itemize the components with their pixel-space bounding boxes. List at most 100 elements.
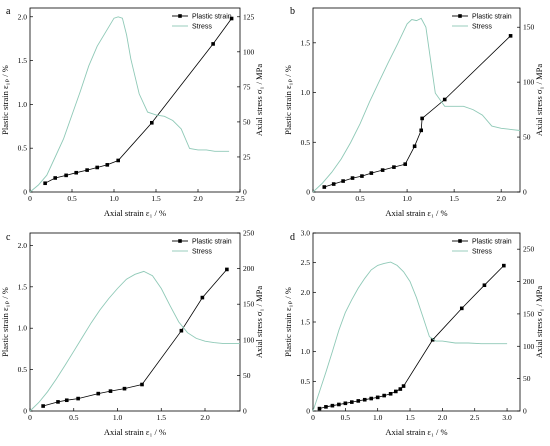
y-tick-label: 0	[23, 188, 27, 197]
data-point-plastic-strain	[482, 283, 487, 288]
data-point-plastic-strain	[122, 386, 127, 391]
data-point-plastic-strain	[356, 399, 361, 403]
data-point-plastic-strain	[412, 144, 417, 149]
x-tick-label: 1.5	[157, 413, 167, 422]
x-tick-label: 0	[28, 413, 32, 422]
legend-label-stress: Stress	[192, 24, 212, 31]
data-point-plastic-strain	[108, 389, 113, 393]
x-axis-label: Axial strain ε₁ / %	[385, 427, 447, 437]
y2-tick-label: 250	[243, 229, 255, 238]
y-tick-label: 2.0	[18, 241, 28, 250]
y-tick-label: 3.0	[301, 229, 311, 238]
data-point-plastic-strain	[420, 116, 424, 121]
data-point-plastic-strain	[419, 128, 424, 133]
data-point-plastic-strain	[229, 16, 234, 21]
data-point-plastic-strain	[200, 295, 205, 300]
y-axis-label: Plastic strain ε₁ₚ / %	[0, 287, 10, 357]
series-line-plastic-strain	[324, 35, 511, 188]
y2-tick-label: 150	[243, 300, 255, 309]
legend-label-plastic-strain: Plastic strain	[192, 14, 232, 21]
y-tick-label: 1.5	[301, 38, 311, 47]
y2-axis-label: Axial stress σ₁ / MPa	[254, 286, 264, 358]
series-line-plastic-strain	[42, 269, 228, 407]
plot-frame	[29, 232, 241, 412]
data-point-plastic-strain	[43, 181, 47, 186]
data-point-plastic-strain	[225, 267, 229, 272]
legend-marker-plastic-strain	[458, 14, 462, 18]
chart-panel-a: a0 0.5 1.0 1.5 2.0 2.500.51.01.52.00255075100…	[0, 6, 264, 218]
panel-letter: b	[290, 6, 295, 17]
y2-tick-label: 50	[523, 374, 531, 383]
y2-tick-label: 100	[243, 335, 255, 344]
y-tick-label: 1.5	[301, 318, 311, 327]
x-tick-label: 2.5	[235, 194, 245, 203]
data-point-plastic-strain	[394, 389, 398, 394]
x-tick-label: 1.5	[405, 413, 415, 422]
y2-tick-label: 50	[523, 133, 531, 142]
data-point-plastic-strain	[392, 165, 396, 169]
data-point-plastic-strain	[179, 328, 184, 333]
data-point-plastic-strain	[382, 393, 386, 398]
y-axis-label: Plastic strain ε₁ₚ / %	[283, 287, 293, 357]
x-tick-label: 0	[311, 194, 315, 203]
x-tick-label: 1.5	[449, 194, 459, 203]
data-point-plastic-strain	[64, 173, 68, 178]
series-line-stress	[29, 270, 240, 412]
x-tick-label: 2.0	[496, 194, 506, 203]
data-point-plastic-strain	[56, 400, 60, 404]
y2-tick-label: 25	[243, 152, 251, 161]
y-tick-label: 1.0	[18, 324, 28, 333]
data-point-plastic-strain	[76, 396, 80, 401]
y2-tick-label: 50	[243, 117, 251, 126]
data-point-plastic-strain	[362, 397, 367, 402]
y2-tick-label: 0	[243, 188, 247, 197]
y-tick-label: 0.5	[18, 144, 28, 153]
y2-tick-label: 150	[523, 309, 535, 318]
x-tick-label: 1.0	[402, 194, 412, 203]
y2-tick-label: 75	[243, 82, 251, 91]
panel-letter: a	[6, 6, 11, 17]
y2-tick-label: 50	[243, 371, 251, 380]
data-point-plastic-strain	[375, 395, 380, 400]
x-tick-label: 0.5	[69, 413, 79, 422]
y2-tick-label: 250	[523, 245, 535, 254]
y2-tick-label: 0	[523, 407, 527, 416]
y2-tick-label: 0	[243, 407, 247, 416]
y-tick-label: 1.0	[301, 88, 311, 97]
legend-marker-plastic-strain	[458, 239, 462, 243]
x-tick-label: 2.0	[193, 194, 203, 203]
x-axis-label: Axial strain ε₁ / %	[385, 208, 447, 218]
y2-tick-label: 200	[523, 277, 535, 286]
data-point-plastic-strain	[85, 168, 89, 172]
y2-axis-label: Axial stress σ₁ / MPa	[534, 64, 544, 136]
y-tick-label: 0.5	[18, 365, 28, 374]
data-point-plastic-strain	[369, 171, 374, 175]
y2-tick-label: 150	[523, 23, 535, 32]
data-point-plastic-strain	[41, 404, 45, 408]
data-point-plastic-strain	[398, 387, 403, 391]
data-point-plastic-strain	[502, 263, 506, 268]
data-point-plastic-strain	[324, 405, 328, 409]
legend-label-stress: Stress	[472, 249, 492, 256]
x-tick-label: 3.0	[502, 413, 512, 422]
plot-frame	[312, 7, 521, 193]
data-point-plastic-strain	[388, 391, 393, 396]
y-tick-label: 0.5	[301, 377, 311, 386]
y2-tick-label: 200	[243, 264, 255, 273]
legend: Plastic strain Stress	[172, 239, 232, 256]
legend-label-plastic-strain: Plastic strain	[192, 239, 232, 246]
data-point-plastic-strain	[401, 384, 406, 388]
data-point-plastic-strain	[74, 170, 78, 175]
chart-panel-d: d 0 0.5 1.0 1.5 2.0 2.5 3.0 0 0.5 1.0 1.5 2.0 2.5 3.0 0…	[283, 229, 544, 438]
series-line-plastic-strain	[44, 18, 232, 184]
panel-letter: d	[290, 232, 295, 243]
data-point-plastic-strain	[211, 42, 215, 46]
data-point-plastic-strain	[343, 401, 348, 406]
data-point-plastic-strain	[369, 396, 374, 401]
y-tick-label: 1.0	[301, 347, 311, 356]
x-tick-label: 1.0	[373, 413, 383, 422]
data-point-plastic-strain	[508, 34, 513, 38]
data-point-plastic-strain	[337, 402, 341, 407]
data-point-plastic-strain	[442, 97, 447, 102]
data-point-plastic-strain	[350, 400, 354, 404]
